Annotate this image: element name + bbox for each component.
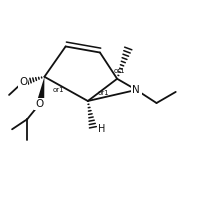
Polygon shape (37, 77, 45, 104)
Text: O: O (19, 77, 27, 87)
Text: N: N (132, 85, 140, 95)
Text: or1: or1 (98, 90, 109, 96)
Text: O: O (35, 99, 43, 109)
Text: H: H (98, 124, 105, 134)
Text: or1: or1 (114, 68, 125, 74)
Text: or1: or1 (53, 87, 65, 93)
